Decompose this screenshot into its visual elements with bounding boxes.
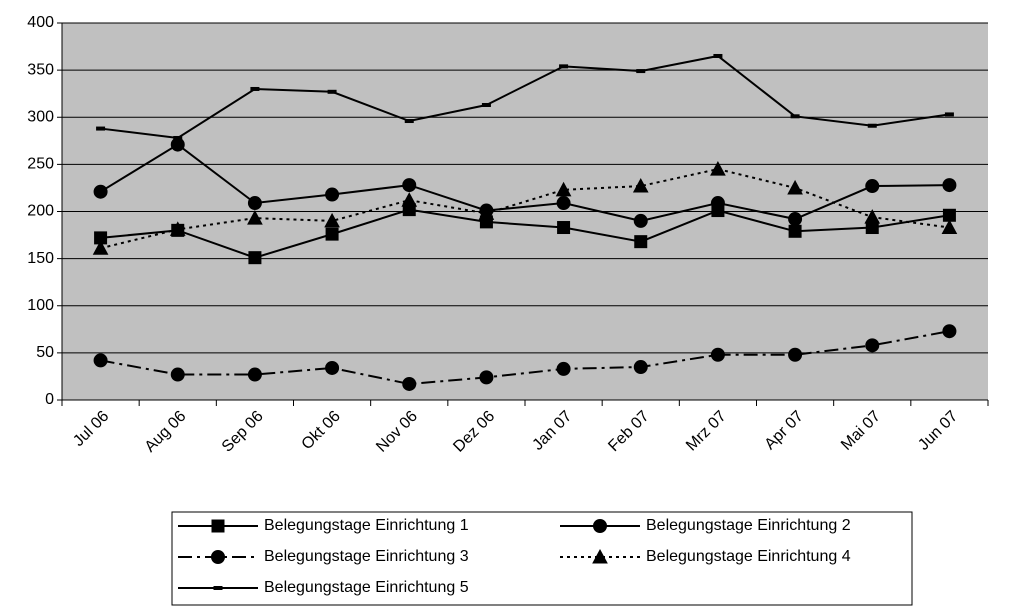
x-tick-label: Feb 07: [605, 408, 652, 455]
marker: [790, 114, 800, 119]
series-line: [100, 54, 950, 140]
legend-label: Belegungstage Einrichtung 5: [264, 579, 469, 596]
x-tick-label: Mrz 07: [683, 408, 730, 455]
y-tick-label: 250: [27, 156, 54, 173]
marker: [327, 89, 337, 94]
marker: [787, 179, 803, 195]
legend-label: Belegungstage Einrichtung 1: [264, 517, 469, 534]
marker: [788, 224, 802, 238]
marker: [402, 178, 417, 193]
marker: [402, 376, 417, 391]
marker: [556, 196, 571, 211]
marker: [170, 137, 185, 152]
marker: [93, 184, 108, 199]
y-tick-label: 50: [36, 344, 54, 361]
marker: [788, 212, 803, 227]
marker: [324, 212, 340, 228]
x-tick-label: Apr 07: [762, 408, 807, 453]
y-tick-label: 350: [27, 61, 54, 78]
marker: [942, 324, 957, 339]
marker: [710, 161, 726, 176]
marker: [96, 126, 106, 131]
marker: [555, 181, 572, 197]
marker: [479, 370, 494, 385]
marker: [211, 519, 225, 533]
x-tick-label: Jun 07: [915, 408, 961, 454]
marker: [213, 586, 223, 590]
x-tick-label: Mai 07: [838, 408, 884, 454]
marker: [325, 360, 340, 375]
legend-label: Belegungstage Einrichtung 3: [264, 548, 469, 565]
x-tick-label: Jul 06: [70, 408, 112, 450]
series-line: [100, 168, 950, 250]
marker: [173, 135, 183, 140]
marker: [865, 338, 880, 353]
marker: [559, 64, 569, 69]
marker: [710, 196, 725, 211]
marker: [93, 353, 108, 368]
marker: [250, 86, 260, 91]
marker: [865, 179, 880, 194]
marker: [247, 196, 262, 211]
marker: [169, 221, 186, 236]
marker: [941, 219, 958, 235]
series-line: [100, 208, 950, 259]
legend-label: Belegungstage Einrichtung 2: [646, 517, 851, 534]
marker: [636, 69, 646, 74]
marker: [633, 360, 648, 375]
marker: [864, 209, 881, 224]
legend-box: [171, 511, 913, 606]
marker: [247, 210, 263, 225]
marker: [633, 213, 648, 228]
marker: [788, 347, 803, 362]
legend-label: Belegungstage Einrichtung 4: [646, 548, 851, 565]
y-tick-label: 300: [27, 108, 54, 125]
y-tick-label: 0: [45, 391, 54, 408]
y-tick-label: 400: [27, 14, 54, 31]
y-tick-label: 150: [27, 250, 54, 267]
marker: [325, 187, 340, 202]
marker: [248, 251, 262, 265]
marker: [92, 240, 109, 255]
marker: [170, 367, 185, 382]
series-line: [100, 143, 950, 222]
marker: [593, 519, 607, 533]
marker: [325, 227, 339, 241]
y-tick-label: 100: [27, 297, 54, 314]
marker: [481, 102, 491, 107]
marker: [404, 119, 414, 124]
x-tick-label: Jan 07: [529, 408, 575, 454]
x-tick-label: Okt 06: [299, 408, 344, 453]
marker: [710, 347, 725, 362]
marker: [867, 123, 877, 128]
marker: [634, 235, 648, 249]
marker: [632, 177, 649, 193]
marker: [592, 548, 608, 564]
marker: [247, 367, 262, 382]
x-tick-label: Nov 06: [373, 408, 421, 456]
marker: [478, 205, 495, 220]
marker: [401, 192, 418, 207]
marker: [944, 112, 954, 117]
marker: [557, 221, 571, 235]
marker: [211, 550, 225, 564]
marker: [942, 178, 957, 193]
marker: [713, 53, 723, 58]
series-line: [100, 330, 950, 385]
x-tick-label: Aug 06: [142, 408, 190, 456]
marker: [556, 361, 571, 376]
x-tick-label: Dez 06: [450, 408, 498, 456]
x-tick-label: Sep 06: [219, 408, 267, 456]
y-tick-label: 200: [27, 203, 54, 220]
